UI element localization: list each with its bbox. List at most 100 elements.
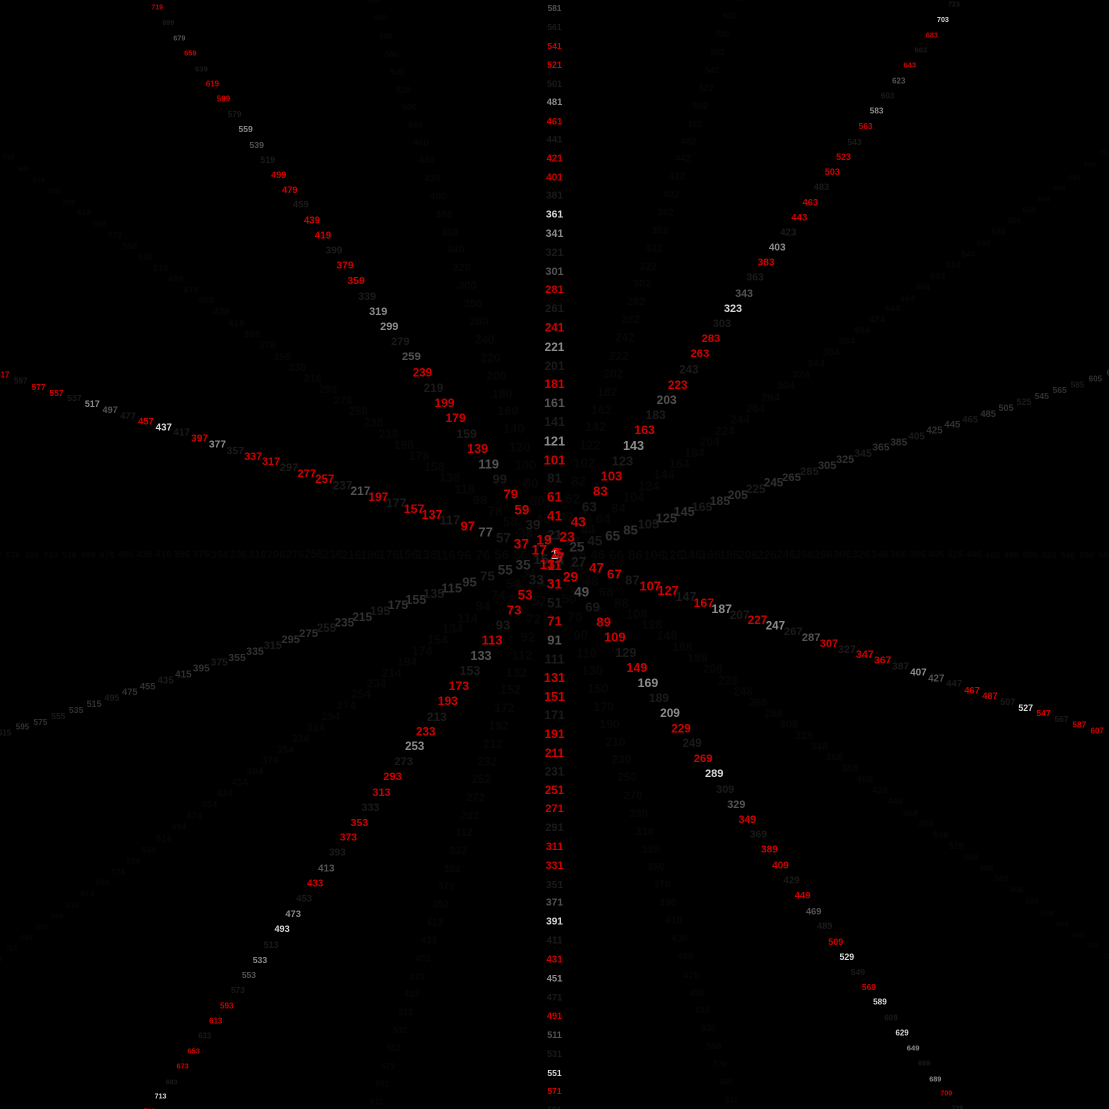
number-label: 653 [187,1047,200,1056]
number-label: 668 [1056,919,1068,928]
number-label: 531 [547,1049,562,1059]
number-label: 97 [460,519,474,534]
number-label: 456 [118,549,134,560]
number-label: 587 [1072,721,1086,730]
number-label: 203 [657,393,677,407]
number-label: 230 [612,754,632,767]
number-label: 247 [766,620,785,633]
number-label: 624 [1023,205,1036,214]
number-label: 212 [483,737,503,751]
number-label: 392 [432,900,449,911]
number-label: 544 [961,249,975,259]
number-label: 383 [758,258,775,269]
number-label: 222 [609,349,629,363]
number-label: 245 [764,477,783,490]
number-label: 287 [802,632,821,644]
number-label: 311 [546,841,564,853]
number-label: 536 [43,550,58,560]
number-label: 559 [239,124,253,134]
number-label: 683 [926,31,938,40]
spiral-number-diagram: 1234567891011121314151617181920212223242… [0,0,1109,1109]
number-label: 335 [246,646,264,658]
number-label: 217 [351,484,371,498]
number-label: 443 [791,212,807,223]
number-label: 62 [565,492,580,507]
number-label: 273 [394,756,413,768]
number-label: 684 [1069,172,1081,181]
number-label: 72 [526,611,541,626]
number-label: 243 [679,363,698,376]
number-label: 379 [336,261,353,272]
number-label: 487 [982,691,997,701]
number-label: 91 [547,633,562,648]
number-label: 535 [69,705,84,715]
number-label: 517 [85,399,100,409]
number-label: 86 [628,547,643,562]
number-label: 79 [503,487,518,502]
number-label: 576 [6,550,20,560]
number-label: 61 [547,490,562,505]
number-label: 149 [626,661,647,675]
number-label: 528 [949,841,964,851]
number-label: 729 [951,1105,963,1109]
number-label: 425 [926,426,942,437]
number-label: 438 [213,307,229,318]
number-label: 414 [231,778,247,789]
number-label: 70 [567,610,582,625]
number-label: 116 [435,547,456,562]
number-label: 469 [806,906,822,917]
number-label: 146 [681,548,702,562]
number-label: 75 [480,569,495,584]
number-label: 302 [633,278,651,290]
number-label: 540 [390,67,405,77]
number-label: 618 [78,209,91,218]
number-label: 110 [576,645,597,660]
number-label: 638 [63,197,76,206]
number-label: 250 [618,772,637,784]
number-label: 368 [826,752,843,763]
number-label: 679 [173,34,185,43]
number-label: 424 [869,315,885,326]
number-label: 265 [782,472,801,484]
number-label: 547 [1036,708,1050,718]
number-label: 63 [582,499,597,514]
number-label: 523 [836,152,851,162]
number-label: 502 [693,101,708,111]
number-label: 582 [717,29,731,39]
number-label: 233 [416,725,436,738]
number-label: 67 [607,566,622,581]
number-label: 103 [601,469,623,484]
number-label: 271 [545,803,564,815]
number-label: 318 [304,373,322,385]
number-label: 121 [544,433,565,448]
number-label: 583 [870,107,884,116]
number-label: 589 [873,998,887,1007]
number-label: 339 [358,291,376,303]
number-label: 542 [705,65,719,75]
number-label: 364 [823,348,840,359]
number-label: 246 [776,548,795,561]
number-label: 55 [498,563,513,578]
number-label: 303 [713,318,731,330]
number-label: 343 [735,288,753,300]
number-label: 458 [198,296,214,307]
number-label: 549 [851,967,865,977]
number-label: 161 [544,396,565,410]
number-label: 344 [807,358,825,370]
number-label: 420 [424,173,440,184]
number-label: 575 [33,717,47,727]
number-label: 236 [323,548,343,561]
number-label: 78 [488,504,503,519]
number-label: 560 [385,49,399,59]
number-label: 474 [186,811,202,821]
number-label: 173 [449,679,470,693]
number-label: 435 [157,675,173,686]
number-label: 566 [1080,550,1094,560]
number-label: 76 [476,547,491,562]
number-label: 411 [547,935,563,946]
number-label: 418 [228,318,244,329]
number-label: 64 [596,512,611,527]
number-label: 306 [833,549,851,561]
number-label: 649 [907,1044,920,1053]
number-label: 132 [506,666,527,680]
